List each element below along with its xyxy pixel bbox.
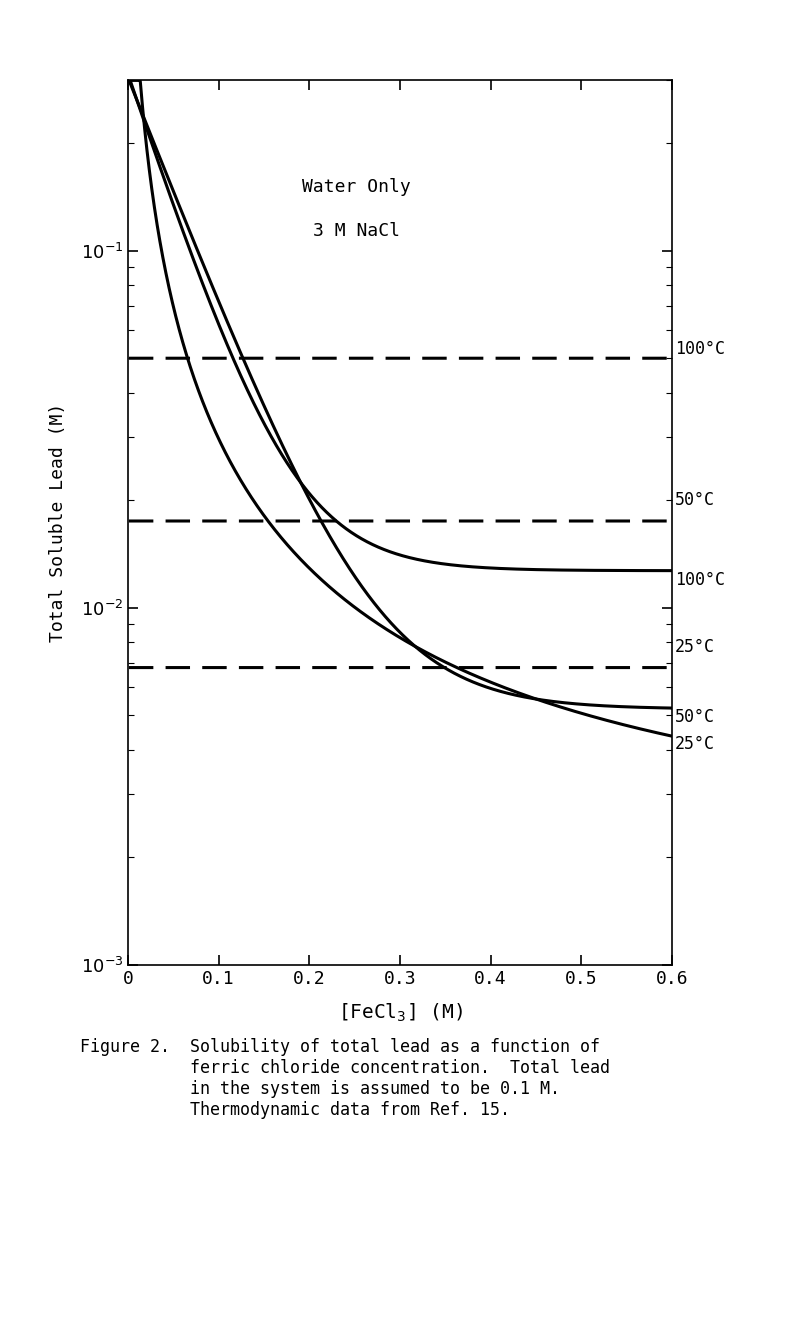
Y-axis label: Total Soluble Lead (M): Total Soluble Lead (M) [49, 403, 66, 642]
Text: 50°C: 50°C [674, 490, 714, 509]
Text: 100°C: 100°C [674, 571, 725, 588]
Text: 3 M NaCl: 3 M NaCl [313, 221, 400, 240]
Text: 100°C: 100°C [674, 340, 725, 358]
Text: Water Only: Water Only [302, 177, 411, 196]
Text: Figure 2.  Solubility of total lead as a function of
           ferric chloride : Figure 2. Solubility of total lead as a … [80, 1038, 610, 1119]
Text: 25°C: 25°C [674, 736, 714, 753]
X-axis label: [FeCl$_3$] (M): [FeCl$_3$] (M) [338, 1001, 462, 1024]
Text: 50°C: 50°C [674, 708, 714, 726]
Text: 25°C: 25°C [674, 638, 714, 655]
